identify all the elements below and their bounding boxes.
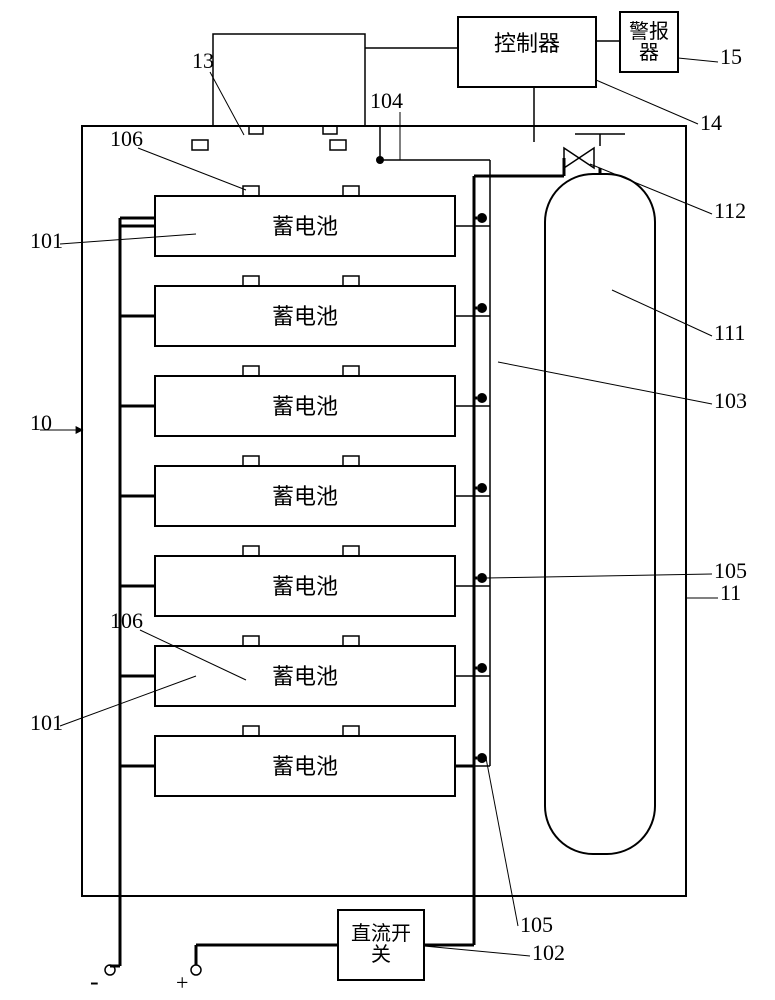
svg-text:控制器: 控制器 — [494, 31, 560, 56]
junction-box — [213, 34, 365, 126]
svg-text:警报器: 警报器 — [629, 20, 669, 64]
battery-label: 蓄电池 — [272, 214, 338, 239]
battery-label: 蓄电池 — [272, 304, 338, 329]
spray-nozzle-side — [477, 213, 487, 223]
leader-line — [486, 574, 712, 578]
battery-terminal — [343, 456, 359, 466]
callout-label: 13 — [192, 48, 214, 73]
callout-label: 112 — [714, 198, 746, 223]
leader-line — [138, 148, 246, 190]
battery-terminal — [243, 366, 259, 376]
battery-terminal — [343, 636, 359, 646]
gas-cylinder — [545, 174, 655, 854]
leader-line — [590, 164, 712, 214]
battery-terminal — [243, 726, 259, 736]
spray-nozzle-side — [477, 663, 487, 673]
battery-label: 蓄电池 — [272, 754, 338, 779]
battery-terminal — [343, 726, 359, 736]
spray-nozzle-side — [477, 393, 487, 403]
callout-label: 102 — [532, 940, 565, 965]
battery-terminal — [243, 276, 259, 286]
callout-label: 103 — [714, 388, 747, 413]
leader-line — [424, 946, 530, 956]
battery-terminal — [343, 366, 359, 376]
callout-label: 14 — [700, 110, 722, 135]
spray-nozzle-side — [477, 753, 487, 763]
leader-line — [678, 58, 718, 62]
leader-line — [60, 676, 196, 726]
callout-label: 111 — [714, 320, 745, 345]
leader-line — [380, 112, 400, 160]
battery-terminal — [243, 456, 259, 466]
callout-label: 106 — [110, 608, 143, 633]
callout-label: 101 — [30, 228, 63, 253]
callout-label: 106 — [110, 126, 143, 151]
battery-terminal — [243, 636, 259, 646]
callout-label: 10 — [30, 410, 52, 435]
leader-line — [498, 362, 712, 404]
battery-terminal — [243, 186, 259, 196]
leader-line — [596, 80, 698, 124]
svg-text:-: - — [90, 967, 99, 996]
svg-text:+: + — [176, 970, 188, 995]
spray-nozzle-side — [477, 483, 487, 493]
battery-label: 蓄电池 — [272, 484, 338, 509]
leader-line — [612, 290, 712, 336]
battery-label: 蓄电池 — [272, 394, 338, 419]
spray-nozzle-side — [477, 303, 487, 313]
callout-label: 11 — [720, 580, 741, 605]
spray-nozzle-top — [192, 140, 208, 150]
cabinet — [82, 126, 686, 896]
spray-nozzle-side — [477, 573, 487, 583]
leader-line — [60, 234, 196, 244]
callout-label: 104 — [370, 88, 403, 113]
battery-terminal — [243, 546, 259, 556]
spray-nozzle-top — [330, 140, 346, 150]
callout-label: 105 — [520, 912, 553, 937]
callout-label: 105 — [714, 558, 747, 583]
battery-label: 蓄电池 — [272, 664, 338, 689]
valve — [564, 148, 594, 168]
svg-text:直流开关: 直流开关 — [351, 922, 411, 966]
callout-label: 15 — [720, 44, 742, 69]
battery-terminal — [343, 276, 359, 286]
battery-label: 蓄电池 — [272, 574, 338, 599]
battery-terminal — [343, 546, 359, 556]
leader-line — [486, 758, 518, 926]
callout-label: 101 — [30, 710, 63, 735]
battery-terminal — [343, 186, 359, 196]
